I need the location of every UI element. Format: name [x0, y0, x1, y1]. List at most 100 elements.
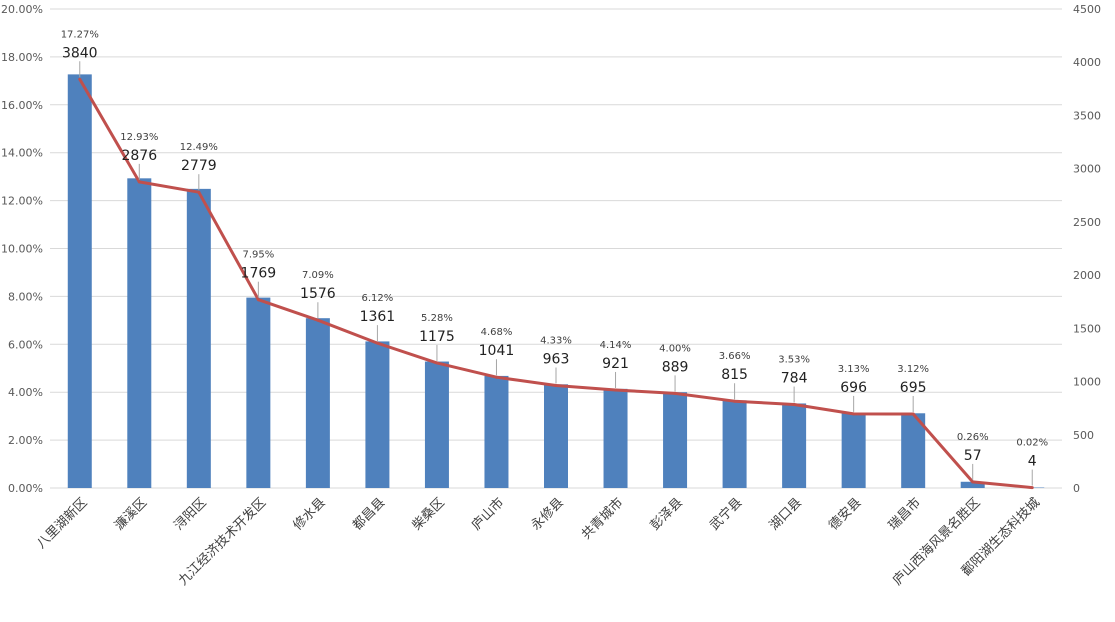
left-axis: 0.00% 2.00% 4.00% 6.00% 8.00% 10.00% 12.00% 14.… — [1, 3, 43, 495]
category-label: 八里湖新区 — [33, 495, 90, 552]
category-label: 共青城市 — [578, 495, 626, 543]
line-point — [316, 318, 320, 322]
bar-percent-label: 4.33% — [540, 335, 572, 346]
line-point — [911, 412, 915, 416]
bar — [663, 392, 688, 488]
gridlines — [50, 8, 1062, 489]
bar-percent-label: 7.95% — [242, 250, 274, 261]
bar-percent-label: 0.26% — [957, 432, 989, 443]
bar-percent-label: 3.13% — [838, 364, 870, 375]
line-value-label: 696 — [840, 380, 867, 396]
category-label: 湖口县 — [767, 495, 805, 533]
bar — [305, 318, 330, 488]
bar-percent-label: 17.27% — [61, 29, 99, 40]
line-point — [852, 412, 856, 416]
line-value-label: 4 — [1028, 454, 1037, 470]
bar — [246, 297, 271, 488]
bar — [901, 413, 926, 488]
right-tick-label: 2000 — [1073, 269, 1101, 282]
bar-percent-label: 6.12% — [362, 293, 394, 304]
bar — [484, 375, 509, 488]
category-label: 德安县 — [826, 495, 864, 533]
bar — [67, 74, 92, 489]
line-value-label: 1361 — [360, 309, 396, 325]
line-value-label: 889 — [662, 359, 689, 375]
line-point — [494, 375, 498, 379]
left-tick-label: 20.00% — [1, 3, 43, 16]
line-value-label: 695 — [900, 380, 927, 396]
line-value-label: 2876 — [121, 148, 157, 164]
right-tick-label: 0 — [1073, 482, 1080, 495]
left-tick-label: 10.00% — [1, 243, 43, 256]
bar — [544, 384, 568, 488]
right-tick-label: 2500 — [1073, 216, 1101, 229]
bar — [782, 403, 807, 488]
line-value-label: 815 — [721, 367, 748, 383]
right-tick-label: 3000 — [1073, 163, 1101, 176]
left-tick-label: 18.00% — [1, 51, 43, 64]
bar — [960, 481, 985, 488]
bar-percent-label: 12.93% — [120, 132, 158, 143]
category-label: 都昌县 — [350, 495, 388, 533]
category-label: 瑞昌市 — [885, 495, 924, 534]
category-label: 永修县 — [529, 495, 567, 533]
data-labels: 3840 17.27% 2876 12.93% 2779 12.49% 1769 7.95% 1… — [61, 29, 1048, 486]
category-label: 武宁县 — [707, 495, 746, 534]
line-point — [78, 77, 82, 81]
left-tick-label: 6.00% — [8, 338, 43, 351]
bar-percent-label: 12.49% — [180, 142, 218, 153]
line-point — [256, 298, 260, 302]
line-value-label: 963 — [543, 351, 570, 367]
line-value-label: 2779 — [181, 158, 217, 174]
line-point — [375, 341, 379, 345]
bar-percent-label: 3.12% — [897, 364, 929, 375]
bar — [722, 400, 747, 488]
left-tick-label: 2.00% — [8, 434, 43, 447]
bar-percent-label: 3.66% — [719, 351, 751, 362]
bar — [365, 341, 390, 488]
bar-series — [67, 74, 1045, 489]
right-tick-label: 1500 — [1073, 322, 1101, 335]
line-point — [435, 361, 439, 365]
line-value-label: 921 — [602, 356, 629, 372]
left-tick-label: 14.00% — [1, 147, 43, 160]
category-label: 彭泽县 — [648, 495, 686, 533]
bar — [424, 361, 449, 488]
bar-percent-label: 3.53% — [778, 355, 810, 366]
category-label: 柴桑区 — [410, 495, 448, 533]
right-tick-label: 4000 — [1073, 56, 1101, 69]
left-tick-label: 4.00% — [8, 386, 43, 399]
bar — [186, 188, 211, 488]
category-label: 修水县 — [291, 495, 329, 533]
category-label: 浔阳区 — [171, 495, 209, 533]
category-label: 濂溪区 — [112, 495, 150, 533]
line-point — [733, 399, 737, 403]
bar-percent-label: 5.28% — [421, 313, 453, 324]
line-value-label: 3840 — [62, 45, 98, 61]
bar — [841, 413, 866, 488]
bar-percent-label: 4.00% — [659, 343, 691, 354]
line-point — [971, 480, 975, 484]
bar-percent-label: 4.68% — [481, 327, 513, 338]
right-axis: 0 500 1000 1500 2000 2500 3000 3500 4000 4500 — [1073, 3, 1101, 495]
left-tick-label: 0.00% — [8, 482, 43, 495]
line-point — [673, 391, 677, 395]
line-series — [78, 77, 1034, 490]
left-tick-label: 12.00% — [1, 195, 43, 208]
line-value-label: 1576 — [300, 286, 336, 302]
category-label: 庐山市 — [468, 495, 507, 534]
line-point — [1030, 486, 1034, 490]
line-value-label: 784 — [781, 371, 808, 387]
bar — [127, 178, 152, 488]
category-labels: 八里湖新区 濂溪区 浔阳区九江经济技术开发区 修水县 都昌县 柴桑区 庐山市 永修县 共青城市彭… — [33, 495, 1043, 589]
line-point — [554, 383, 558, 387]
right-tick-label: 500 — [1073, 429, 1094, 442]
line-point — [137, 180, 141, 184]
right-tick-label: 4500 — [1073, 3, 1101, 16]
right-tick-label: 3500 — [1073, 109, 1101, 122]
line-value-label: 57 — [964, 448, 982, 464]
line-point — [792, 403, 796, 407]
line-value-label: 1769 — [241, 266, 277, 282]
line-value-label: 1041 — [479, 343, 515, 359]
